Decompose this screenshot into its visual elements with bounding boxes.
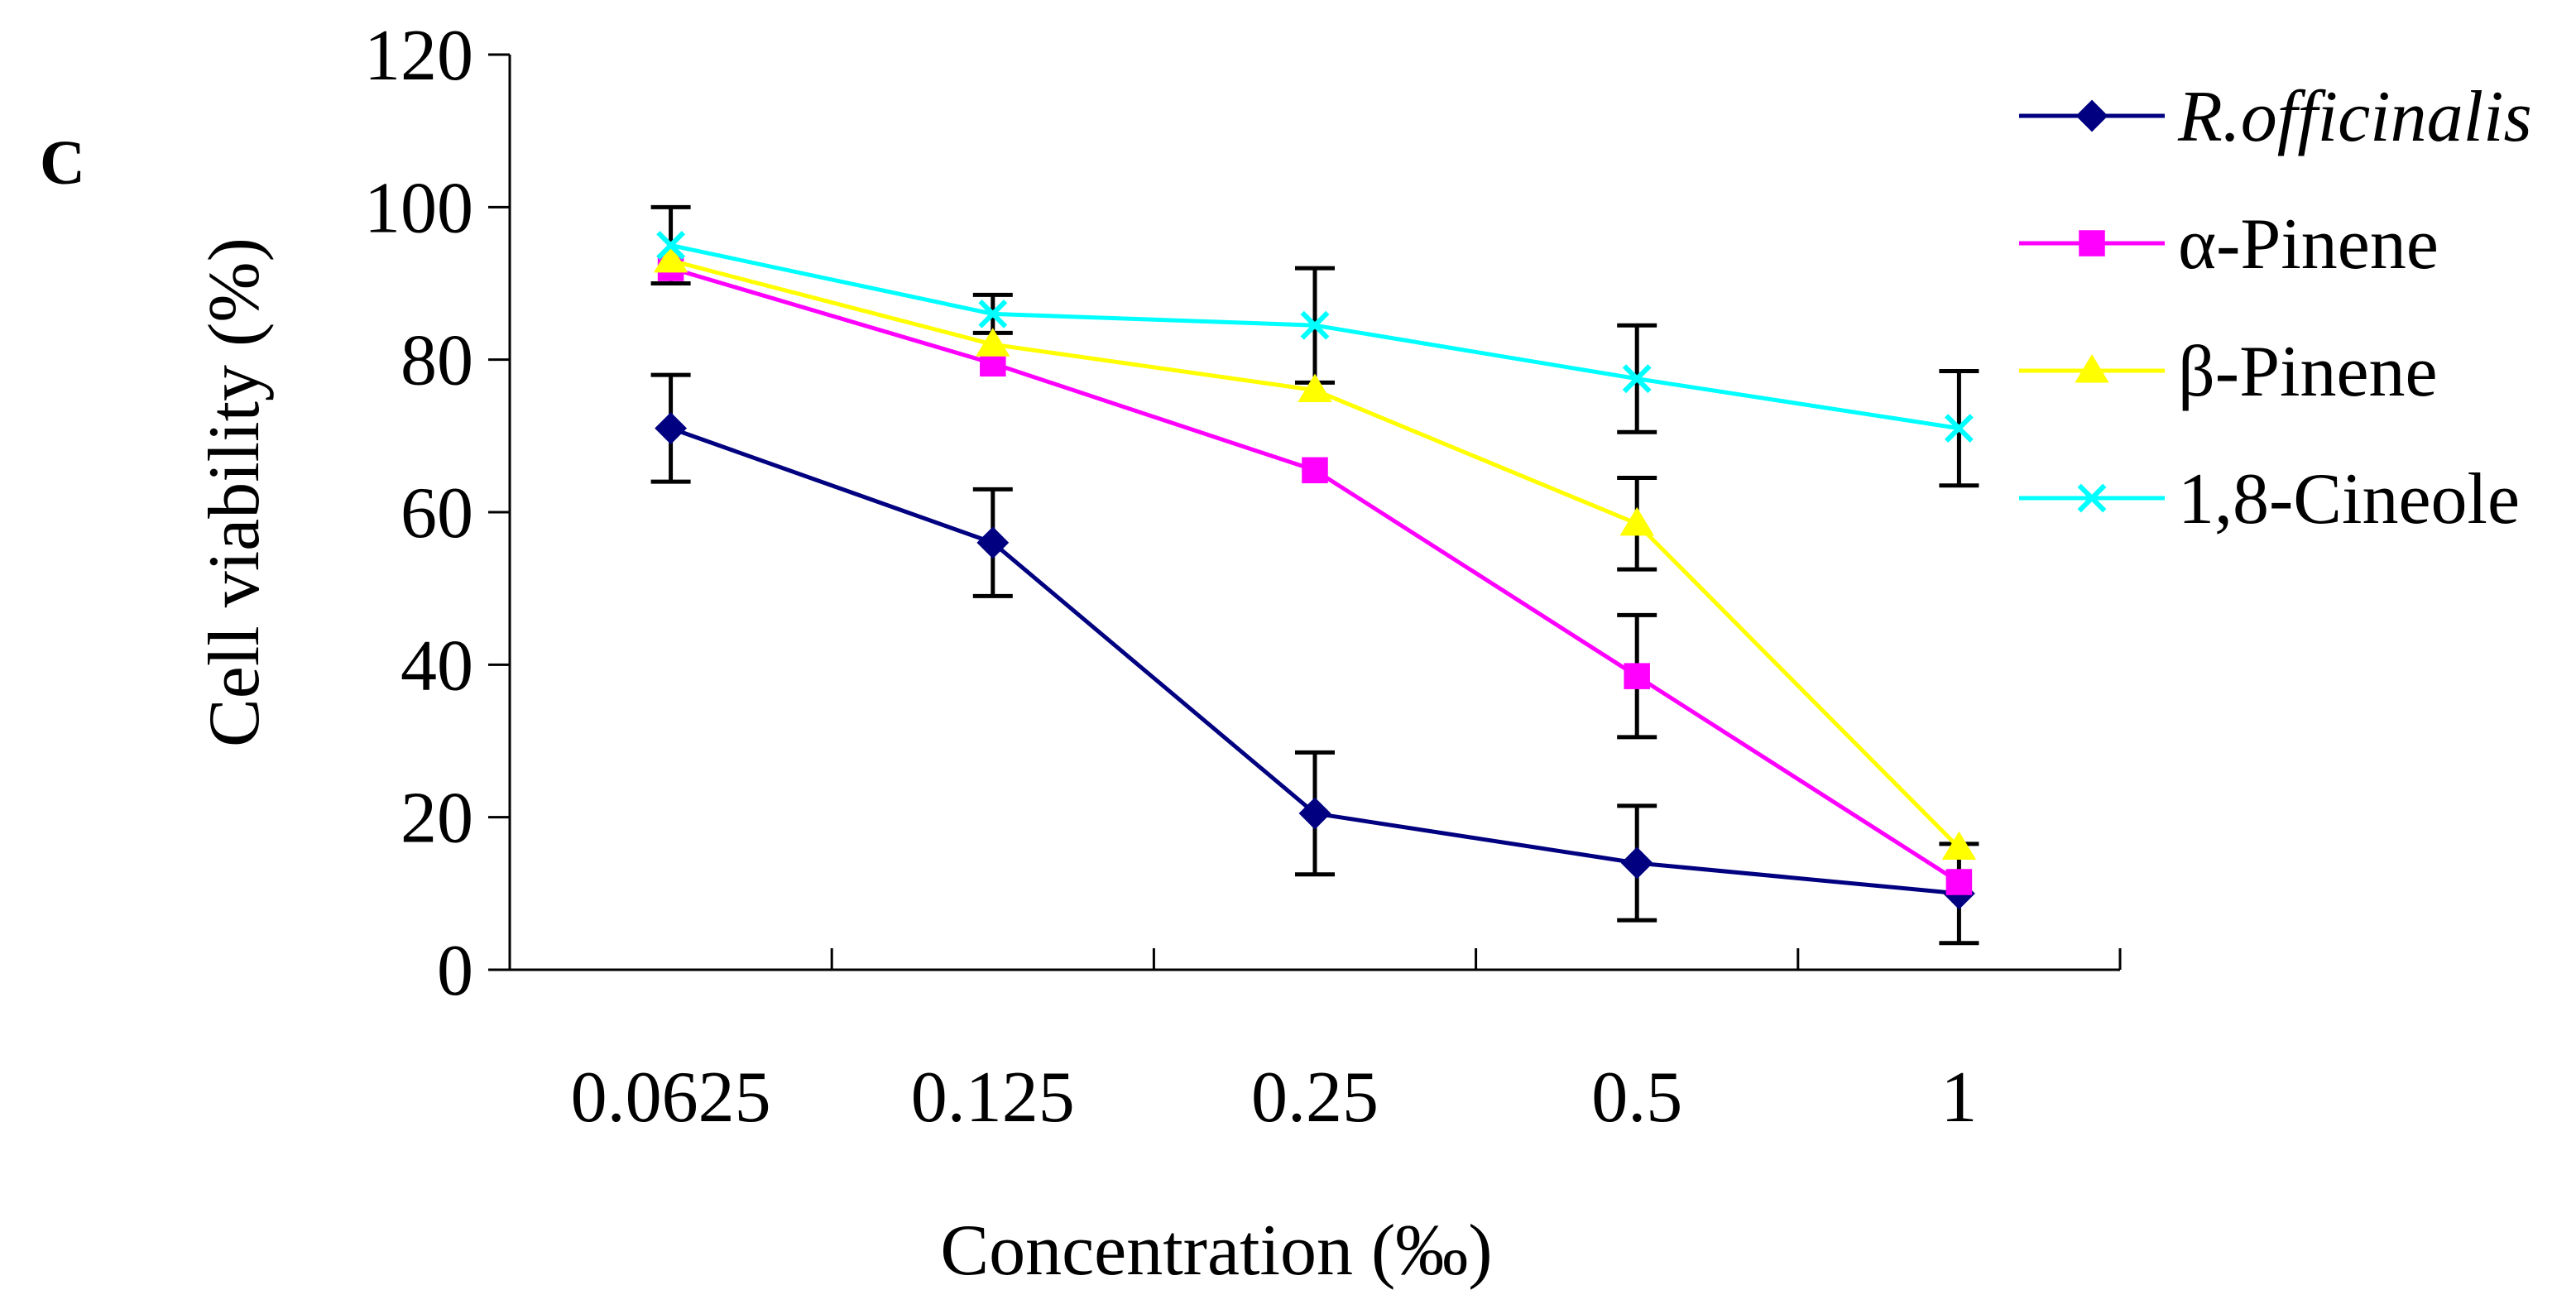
legend-label: R.officinalis: [2177, 77, 2532, 157]
y-tick-label: 0: [437, 931, 473, 1011]
data-point-marker: [978, 299, 1008, 328]
data-point-marker: [2077, 483, 2107, 513]
legend: R.officinalis α-Pinene β-Pinene 1,8-Cineole: [2019, 77, 2532, 539]
data-point-marker: [1619, 506, 1654, 536]
x-tick-label: 0.0625: [571, 1057, 771, 1138]
legend-label: β-Pinene: [2178, 332, 2438, 412]
data-point-marker: [1620, 846, 1653, 880]
data-point-marker: [656, 230, 686, 260]
x-tick-labels: 0.0625 0.125 0.25 0.5 1: [571, 1057, 1978, 1138]
data-point-marker: [976, 328, 1010, 357]
y-axis-title: Cell viability (%): [194, 237, 275, 747]
data-point-marker: [976, 526, 1010, 559]
data-point-marker: [2075, 354, 2109, 383]
data-point-marker: [2075, 99, 2108, 132]
x-tick-label: 1: [1940, 1057, 1977, 1138]
series-pinene: [653, 243, 1977, 861]
data-point-marker: [1945, 869, 1973, 895]
y-tick-labels: 0 20 40 60 80 100 120: [364, 16, 473, 1011]
series-r-officinalis: [655, 412, 1975, 910]
legend-item: α-Pinene: [2019, 204, 2439, 285]
y-tick-label: 80: [401, 321, 473, 401]
panel-label: C: [40, 128, 85, 198]
y-tick-label: 20: [401, 779, 473, 859]
series-group: [653, 230, 1977, 910]
data-point-marker: [1298, 797, 1331, 830]
data-point-marker: [1300, 310, 1330, 340]
data-point-marker: [653, 243, 688, 273]
series-1-8-cineole: [656, 230, 1974, 444]
x-tick-label: 0.5: [1591, 1057, 1682, 1138]
data-point-marker: [2079, 230, 2105, 257]
data-point-marker: [1944, 414, 1974, 444]
x-axis-title: Concentration (‰): [940, 1211, 1492, 1291]
y-tick-label: 60: [401, 473, 473, 554]
y-tick-label: 40: [401, 626, 473, 706]
data-point-marker: [1941, 831, 1977, 861]
legend-label: 1,8-Cineole: [2178, 459, 2520, 539]
data-point-marker: [1298, 373, 1332, 403]
x-tick-label: 0.125: [911, 1057, 1075, 1138]
x-tick-label: 0.25: [1251, 1057, 1379, 1138]
legend-item: 1,8-Cineole: [2019, 459, 2520, 539]
y-tick-label: 100: [364, 168, 473, 248]
legend-label: α-Pinene: [2178, 204, 2439, 285]
axes: [488, 53, 2122, 971]
data-point-marker: [1302, 457, 1328, 484]
data-point-marker: [1624, 663, 1650, 689]
legend-item: R.officinalis: [2019, 77, 2532, 157]
legend-item: β-Pinene: [2019, 332, 2438, 412]
y-tick-label: 120: [364, 16, 473, 96]
data-point-marker: [655, 412, 688, 445]
data-point-marker: [1622, 364, 1652, 394]
